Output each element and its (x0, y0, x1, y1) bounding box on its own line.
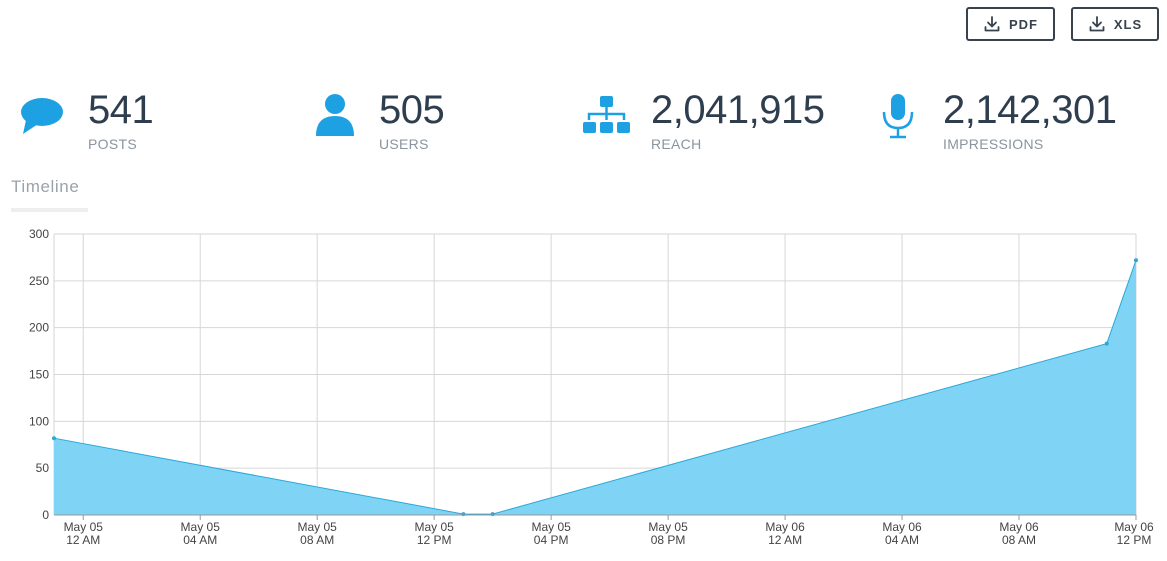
y-tick-label: 50 (36, 461, 50, 475)
data-point (1104, 341, 1109, 346)
download-icon (1088, 15, 1106, 33)
user-icon (314, 92, 356, 143)
y-tick-label: 250 (29, 274, 49, 288)
y-tick-label: 150 (29, 368, 49, 382)
x-tick-label: May 06 (765, 520, 805, 534)
sitemap-icon (582, 92, 632, 143)
y-tick-label: 100 (29, 414, 49, 428)
speech-bubble-icon (20, 92, 66, 143)
x-tick-label: May 05 (298, 520, 338, 534)
pdf-export-label: PDF (1009, 16, 1038, 32)
kpi-users-label: USERS (379, 136, 429, 152)
x-tick-label: May 05 (531, 520, 571, 534)
kpi-impressions-value: 2,142,301 (943, 88, 1117, 132)
y-tick-label: 200 (29, 321, 49, 335)
x-tick-label: 12 AM (768, 533, 802, 547)
kpi-impressions-label: IMPRESSIONS (943, 136, 1044, 152)
x-tick-label: 12 PM (417, 533, 452, 547)
kpi-users-value: 505 (379, 88, 445, 132)
kpi-reach: 2,041,915 REACH (582, 88, 852, 158)
x-tick-label: May 06 (999, 520, 1039, 534)
x-tick-label: 04 AM (885, 533, 919, 547)
x-tick-label: 04 AM (183, 533, 217, 547)
xls-export-label: XLS (1113, 16, 1143, 32)
kpi-reach-value: 2,041,915 (651, 88, 825, 132)
tab-timeline-label: Timeline (11, 177, 80, 196)
y-tick-label: 300 (29, 227, 49, 241)
kpi-posts-value: 541 (88, 88, 154, 132)
microphone-icon (880, 92, 918, 145)
kpi-posts-label: POSTS (88, 136, 137, 152)
x-tick-label: May 05 (181, 520, 221, 534)
xls-export-button[interactable]: XLS (1071, 7, 1159, 41)
x-tick-label: 08 AM (300, 533, 334, 547)
x-tick-label: May 06 (882, 520, 922, 534)
series-area (54, 260, 1136, 515)
kpi-users: 505 USERS (314, 88, 564, 158)
tab-timeline[interactable]: Timeline (11, 176, 88, 212)
kpi-reach-label: REACH (651, 136, 702, 152)
kpi-impressions: 2,142,301 IMPRESSIONS (880, 88, 1160, 158)
pdf-export-button[interactable]: PDF (966, 7, 1055, 41)
x-tick-label: 12 AM (66, 533, 100, 547)
x-tick-label: 04 PM (534, 533, 569, 547)
x-tick-label: 08 AM (1002, 533, 1036, 547)
download-icon (983, 15, 1001, 33)
x-tick-label: May 06 (1114, 520, 1154, 534)
x-tick-label: 08 PM (651, 533, 686, 547)
x-tick-label: May 05 (64, 520, 104, 534)
y-tick-label: 0 (42, 508, 49, 522)
x-tick-label: May 05 (648, 520, 688, 534)
data-point (52, 436, 56, 441)
kpi-posts: 541 POSTS (20, 88, 270, 158)
x-tick-label: 12 PM (1117, 533, 1152, 547)
data-point (1134, 258, 1138, 263)
x-tick-label: May 05 (414, 520, 454, 534)
